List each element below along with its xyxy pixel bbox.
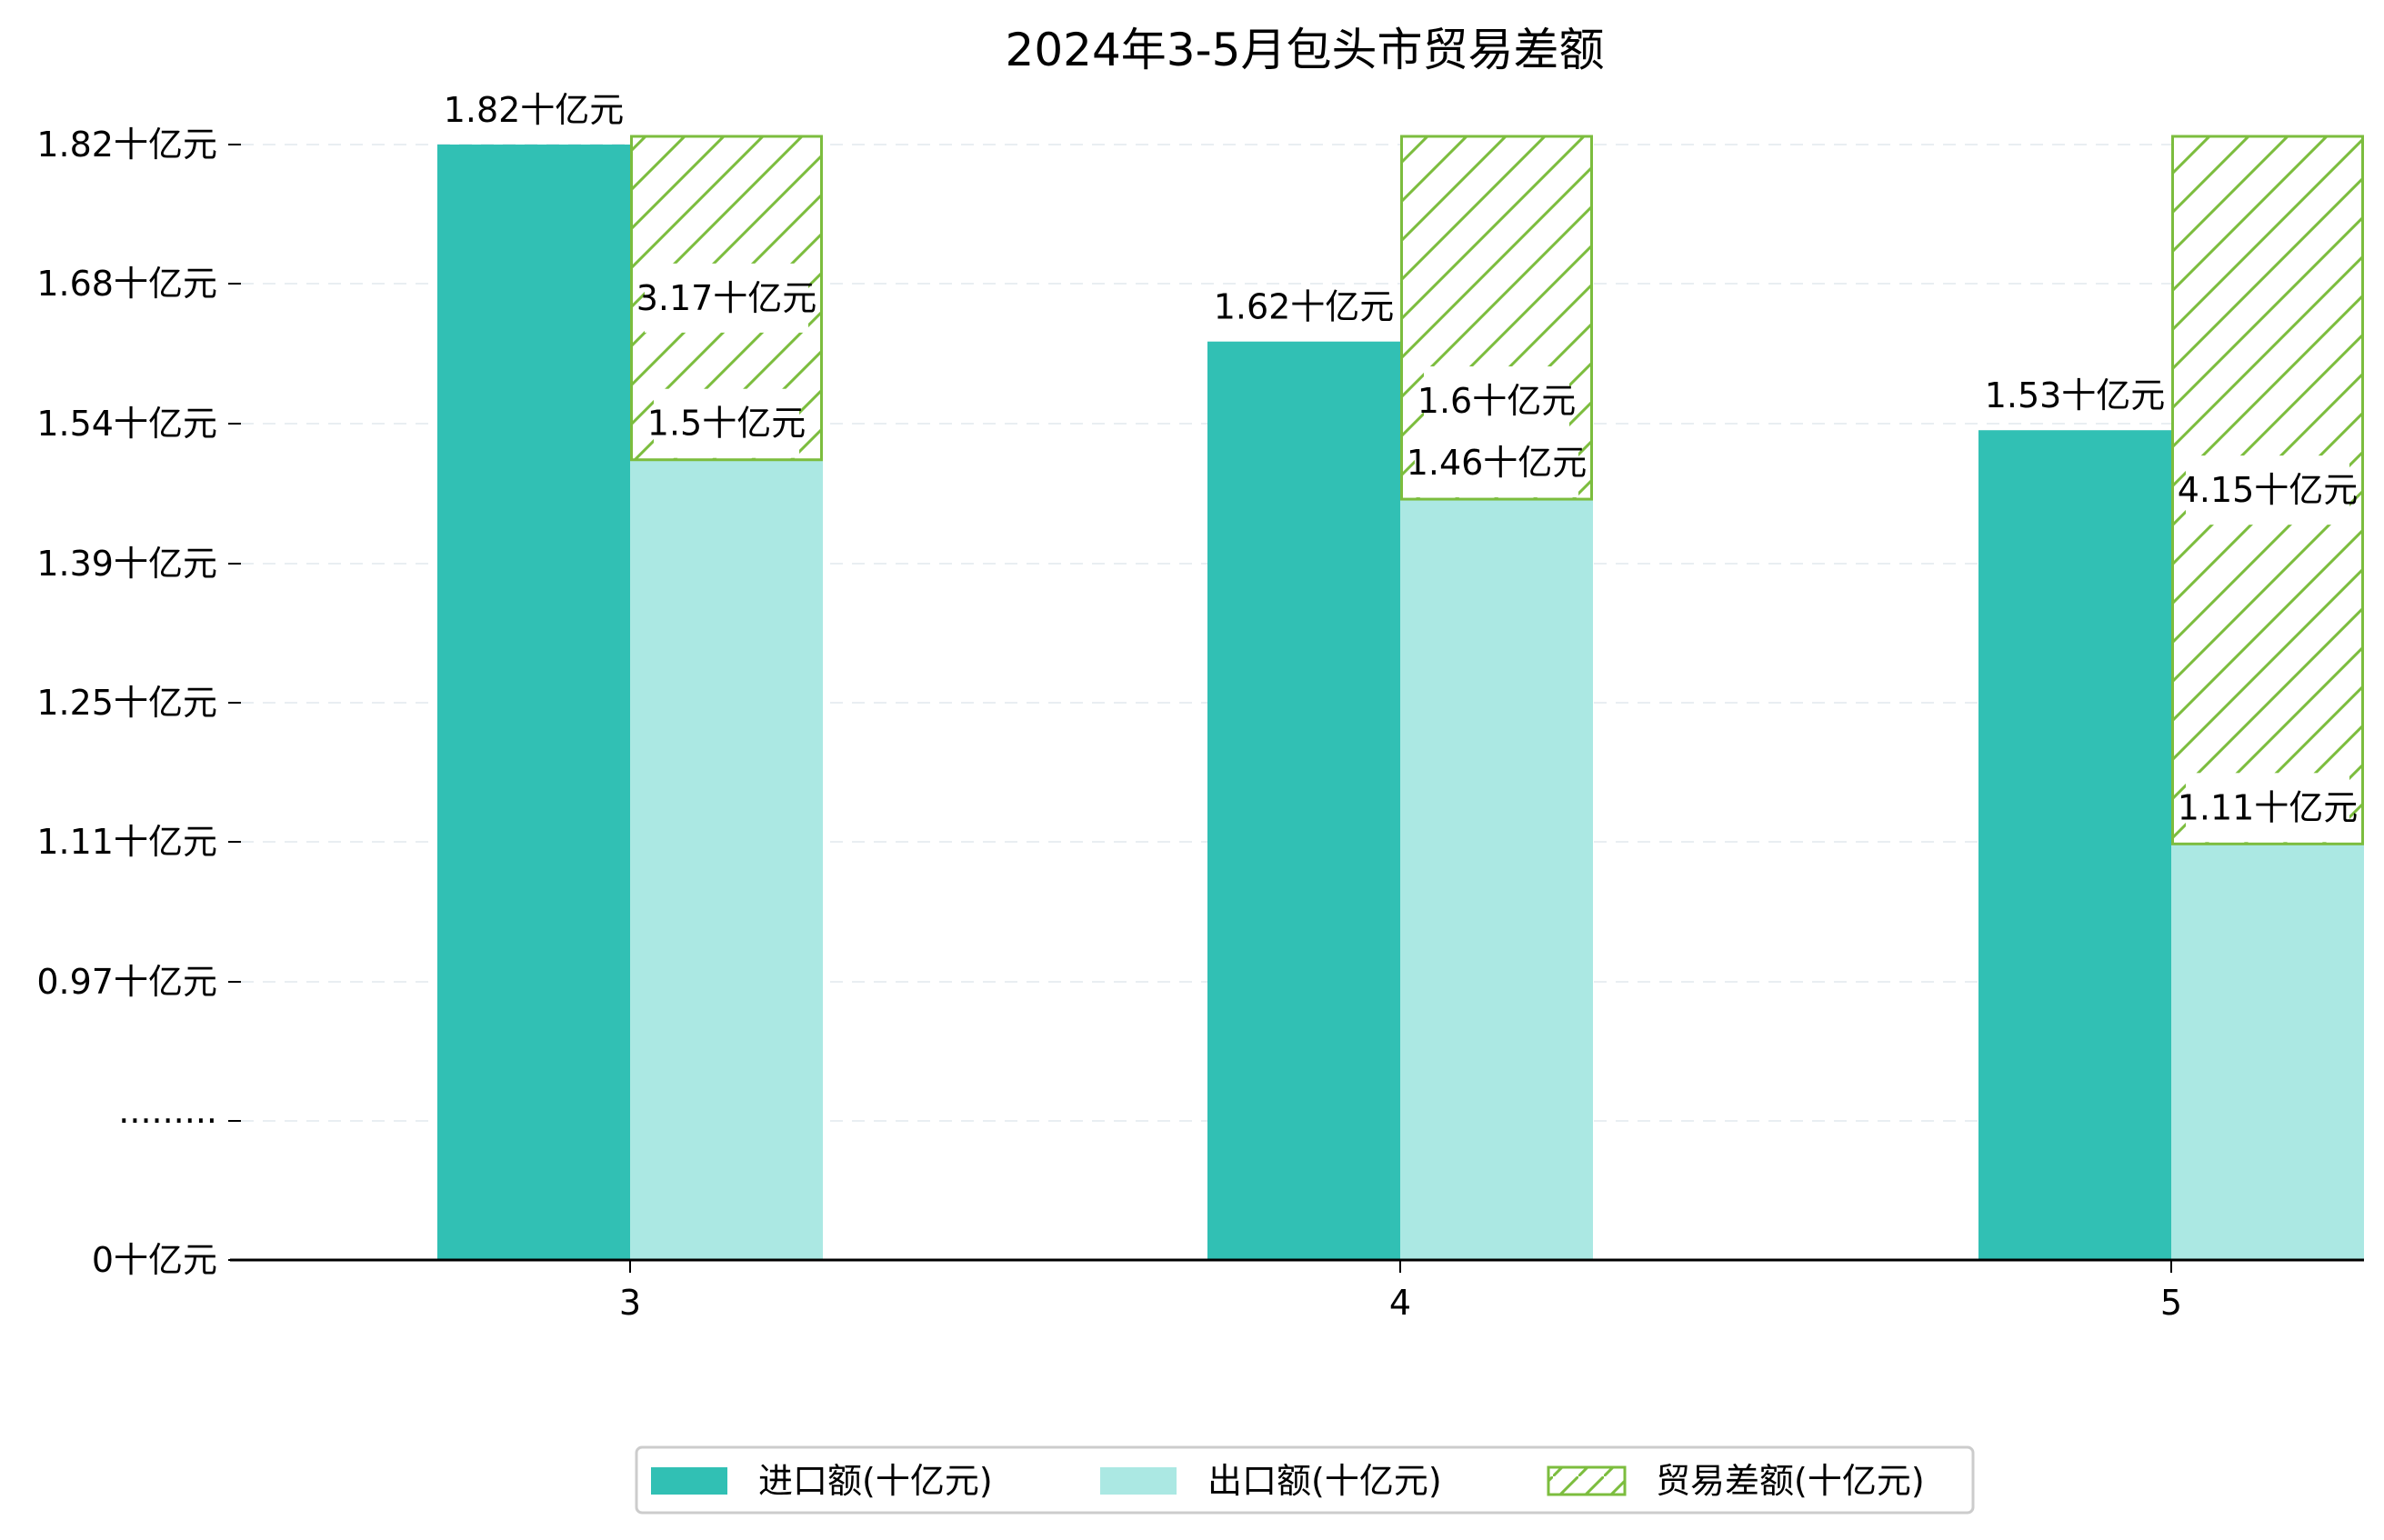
y-tick-label: 1.25十亿元	[36, 683, 217, 723]
data-label-background	[2186, 773, 2349, 843]
y-tick-label: 1.11十亿元	[36, 822, 217, 862]
import-bar	[437, 145, 630, 1260]
data-label: 1.6十亿元	[1417, 381, 1576, 421]
data-labels: 1.82十亿元 1.5十亿元 3.17十亿元 1.62十亿元 1.46十亿元 1.6十亿元…	[444, 90, 2359, 843]
data-label: 1.5十亿元	[647, 404, 806, 444]
data-label: 3.17十亿元	[636, 278, 817, 318]
y-tick-label: ·········	[118, 1101, 217, 1141]
legend-label: 进口额(十亿元)	[758, 1461, 993, 1501]
data-label: 1.46十亿元	[1407, 443, 1588, 483]
y-tick-label: 1.54十亿元	[36, 404, 217, 444]
data-label: 4.15十亿元	[2178, 470, 2359, 510]
data-label: 1.62十亿元	[1214, 287, 1395, 327]
data-label-background	[1424, 366, 1569, 436]
legend-swatch	[1547, 1465, 1627, 1496]
x-axis: 3 4 5	[230, 1258, 2364, 1323]
legend-label: 出口额(十亿元)	[1207, 1461, 1442, 1501]
y-axis: 0十亿元 ········· 0.97十亿元 1.11十亿元 1.25十亿元 1.39十亿…	[36, 125, 241, 1280]
data-label-background	[654, 388, 799, 458]
x-tick-label: 3	[619, 1283, 641, 1323]
legend: 进口额(十亿元) 出口额(十亿元) 贸易差额(十亿元)	[635, 1445, 1975, 1515]
y-tick-label: 1.68十亿元	[36, 264, 217, 304]
legend-box	[635, 1445, 1975, 1515]
data-label-background	[645, 263, 808, 333]
x-tick-label: 4	[1389, 1283, 1411, 1323]
y-tick-label: 0.97十亿元	[36, 962, 217, 1002]
export-bar	[2171, 844, 2364, 1260]
y-tick-label: 0十亿元	[92, 1240, 217, 1280]
import-bar	[1978, 430, 2171, 1261]
import-bar	[1207, 341, 1400, 1260]
data-label: 1.11十亿元	[2178, 787, 2359, 827]
export-bar	[630, 459, 823, 1261]
data-label-background	[2186, 455, 2349, 525]
legend-label: 贸易差额(十亿元)	[1656, 1461, 1925, 1501]
export-bar	[1400, 499, 1593, 1260]
x-tick-label: 5	[2160, 1283, 2182, 1323]
legend-swatch	[651, 1467, 727, 1495]
data-label-background	[1415, 428, 1578, 498]
legend-swatch	[1100, 1467, 1177, 1495]
data-label: 1.82十亿元	[444, 90, 625, 130]
y-tick-label: 1.82十亿元	[36, 125, 217, 165]
y-tick-label: 1.39十亿元	[36, 544, 217, 584]
chart-title: 2024年3-5月包头市贸易差额	[1006, 24, 1605, 76]
data-label: 1.53十亿元	[1985, 375, 2166, 415]
